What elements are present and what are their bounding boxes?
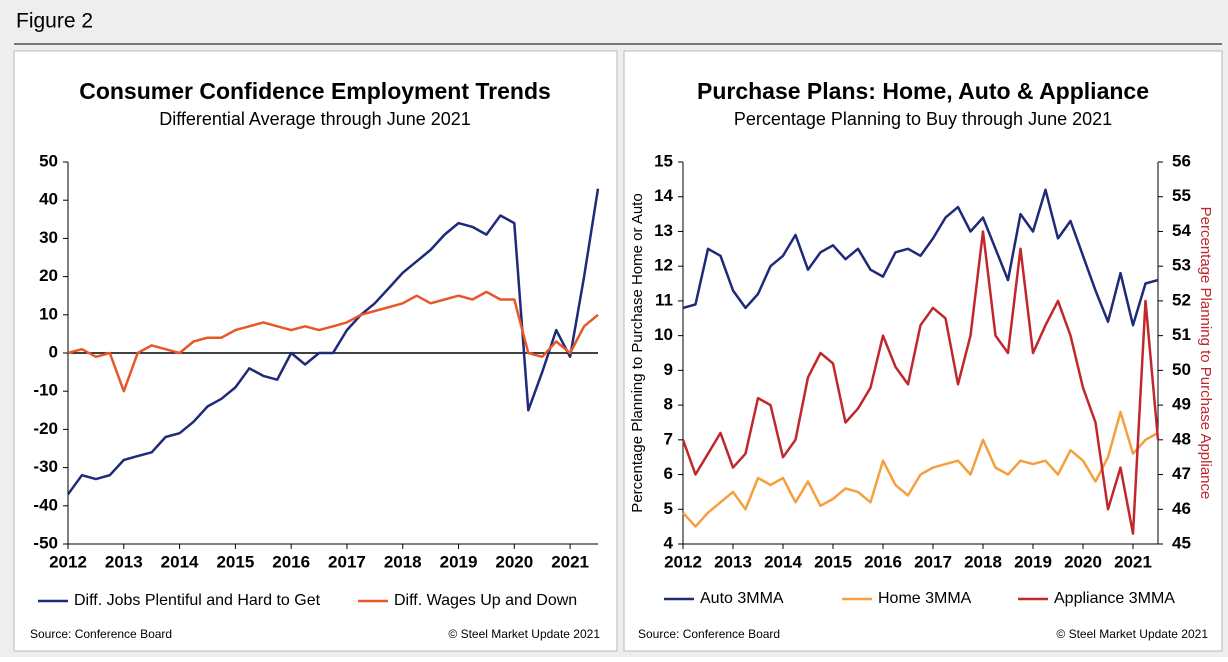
legend-label: Home 3MMA: [878, 590, 972, 607]
x-tick-label: 2015: [216, 552, 254, 571]
x-tick-label: 2014: [764, 552, 802, 571]
y-tick-label: 5: [664, 499, 673, 518]
y-tick-label: 13: [654, 221, 673, 240]
x-tick-label: 2020: [495, 552, 533, 571]
chart-subtitle: Percentage Planning to Buy through June …: [734, 109, 1112, 129]
x-tick-label: 2012: [664, 552, 702, 571]
x-tick-label: 2014: [161, 552, 199, 571]
y2-tick-label: 52: [1172, 290, 1191, 309]
y-tick-label: 0: [49, 342, 58, 361]
chart-title: Consumer Confidence Employment Trends: [79, 78, 551, 104]
series-line: [682, 188, 1159, 327]
series-line: [681, 230, 1160, 535]
y-tick-label: 7: [664, 429, 673, 448]
y2-tick-label: 48: [1172, 429, 1191, 448]
y-tick-label: 8: [664, 395, 673, 414]
y2-tick-label: 49: [1172, 395, 1191, 414]
chart-title: Purchase Plans: Home, Auto & Appliance: [697, 78, 1149, 104]
x-tick-label: 2017: [328, 552, 366, 571]
series-line: [682, 410, 1159, 528]
y-tick-label: 40: [39, 190, 58, 209]
y-tick-label: 30: [39, 228, 58, 247]
y-tick-label: 11: [655, 290, 673, 309]
y2-tick-label: 51: [1172, 325, 1191, 344]
y-tick-label: 10: [654, 325, 673, 344]
y-tick-label: 6: [664, 464, 673, 483]
legend-label: Diff. Wages Up and Down: [394, 592, 577, 609]
y-tick-label: 20: [39, 266, 58, 285]
series-line: [67, 290, 599, 393]
series-line: [66, 188, 600, 496]
legend-label: Appliance 3MMA: [1054, 590, 1175, 607]
credit-note: © Steel Market Update 2021: [448, 627, 600, 641]
y2-tick-label: 56: [1172, 151, 1191, 170]
y-tick-label: 10: [39, 304, 58, 323]
x-tick-label: 2019: [440, 552, 478, 571]
credit-note: © Steel Market Update 2021: [1056, 627, 1208, 641]
panel: [623, 50, 1223, 652]
source-note: Source: Conference Board: [638, 627, 780, 641]
y-tick-label: -30: [33, 457, 58, 476]
y-tick-label: 12: [654, 256, 673, 275]
x-tick-label: 2017: [914, 552, 952, 571]
y2-tick-label: 50: [1172, 360, 1191, 379]
y2-tick-label: 55: [1172, 186, 1191, 205]
chart-subtitle: Differential Average through June 2021: [159, 109, 471, 129]
x-tick-label: 2016: [864, 552, 902, 571]
y2-tick-label: 54: [1172, 221, 1191, 240]
figure-title: Figure 2: [16, 10, 93, 33]
y-axis-label: Percentage Planning to Purchase Home or …: [629, 193, 646, 512]
x-tick-label: 2013: [714, 552, 752, 571]
x-tick-label: 2020: [1064, 552, 1102, 571]
legend-label: Auto 3MMA: [700, 590, 784, 607]
y-tick-label: 14: [654, 186, 673, 205]
x-tick-label: 2021: [1114, 552, 1152, 571]
x-tick-label: 2016: [272, 552, 310, 571]
panel: [13, 50, 618, 652]
y2-tick-label: 45: [1172, 533, 1191, 552]
y-tick-label: 15: [654, 151, 673, 170]
y2-tick-label: 47: [1172, 464, 1191, 483]
y2-tick-label: 46: [1172, 499, 1191, 518]
x-tick-label: 2013: [105, 552, 143, 571]
x-tick-label: 2019: [1014, 552, 1052, 571]
y-tick-label: 9: [664, 360, 673, 379]
x-tick-label: 2021: [551, 552, 589, 571]
y-tick-label: -50: [33, 533, 58, 552]
y2-tick-label: 53: [1172, 256, 1191, 275]
x-tick-label: 2015: [814, 552, 852, 571]
y2-axis-label: Percentage Planning to Purchase Applianc…: [1197, 207, 1214, 500]
x-tick-label: 2018: [964, 552, 1002, 571]
legend-label: Diff. Jobs Plentiful and Hard to Get: [74, 592, 321, 609]
x-tick-label: 2012: [49, 552, 87, 571]
y-tick-label: 4: [664, 533, 674, 552]
x-tick-label: 2018: [384, 552, 422, 571]
y-tick-label: 50: [39, 151, 58, 170]
y-tick-label: -40: [33, 495, 58, 514]
y-tick-label: -10: [33, 381, 58, 400]
source-note: Source: Conference Board: [30, 627, 172, 641]
y-tick-label: -20: [33, 419, 58, 438]
